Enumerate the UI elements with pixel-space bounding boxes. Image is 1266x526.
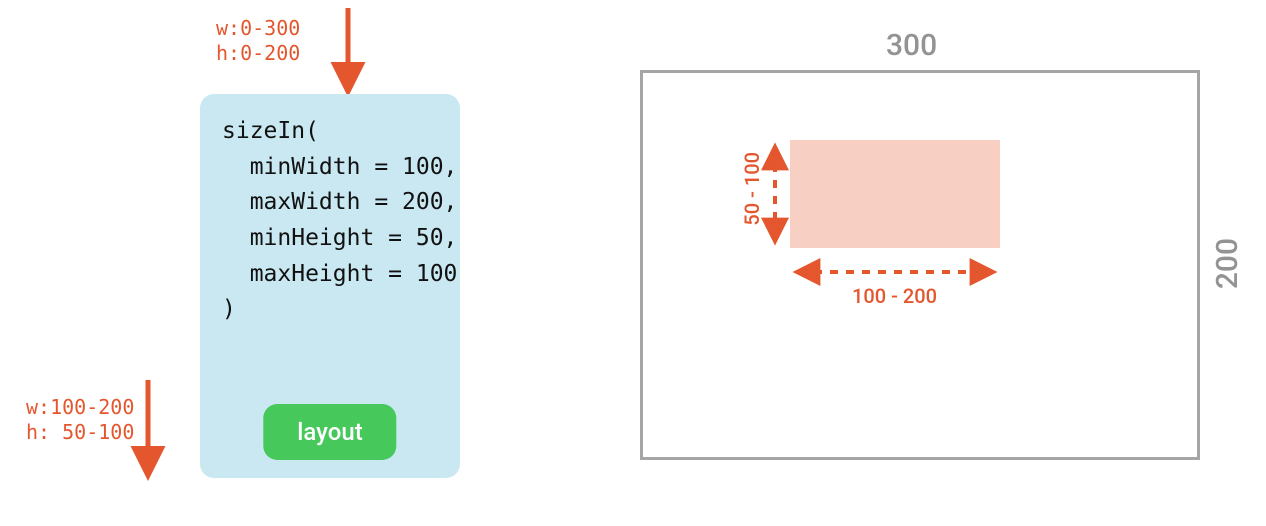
width-range-label: 100 - 200 [852, 284, 937, 308]
diagram-stage: w:0-300 h:0-200 sizeIn( minWidth = 100, … [0, 0, 1266, 526]
width-range-arrow-icon [0, 0, 1266, 526]
height-range-label: 50 - 100 [740, 152, 764, 226]
